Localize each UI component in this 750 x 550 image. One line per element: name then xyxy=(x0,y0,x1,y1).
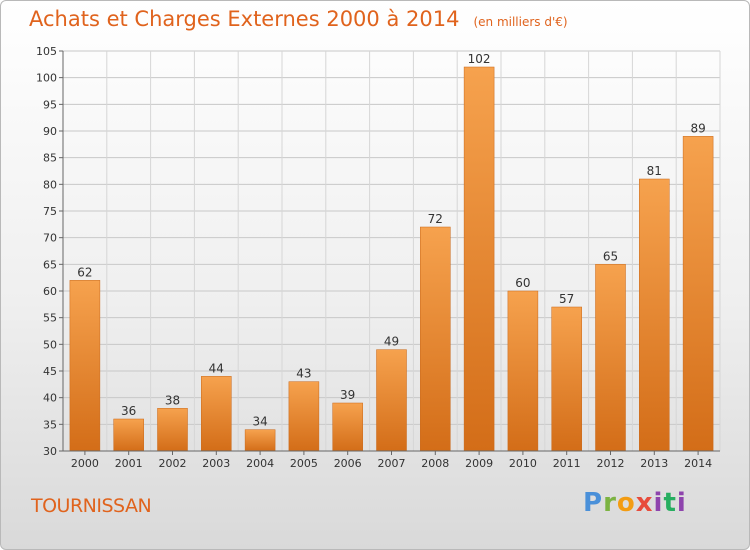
x-tick-label: 2004 xyxy=(246,457,274,470)
x-tick-label: 2009 xyxy=(465,457,493,470)
bar xyxy=(551,306,582,452)
y-tick-label: 85 xyxy=(43,152,57,165)
y-tick-label: 90 xyxy=(43,125,57,138)
x-tick-label: 2002 xyxy=(159,457,187,470)
title-text: Achats et Charges Externes 2000 à 2014 xyxy=(29,7,460,31)
bar xyxy=(420,226,451,452)
x-tick-label: 2011 xyxy=(553,457,581,470)
y-tick-label: 65 xyxy=(43,258,57,271)
x-tick-label: 2007 xyxy=(378,457,406,470)
bar xyxy=(244,429,276,452)
bar xyxy=(376,349,407,452)
bar xyxy=(332,402,363,452)
y-tick-label: 95 xyxy=(43,98,57,111)
data-label: 43 xyxy=(296,367,311,381)
place-name: TOURNISSAN xyxy=(31,495,152,517)
bar xyxy=(595,264,626,452)
data-label: 81 xyxy=(647,164,662,178)
bar xyxy=(288,381,320,452)
bar xyxy=(113,418,144,452)
x-tick-label: 2006 xyxy=(334,457,362,470)
data-label: 65 xyxy=(603,249,618,263)
data-label: 38 xyxy=(165,393,180,407)
data-label: 72 xyxy=(428,212,443,226)
x-tick-label: 2013 xyxy=(640,457,668,470)
bar xyxy=(201,376,232,452)
y-tick-label: 30 xyxy=(43,445,57,458)
y-tick-label: 100 xyxy=(36,72,57,85)
y-tick-label: 80 xyxy=(43,178,57,191)
proxiti-logo: Proxiti xyxy=(583,488,687,518)
y-tick-label: 60 xyxy=(43,285,57,298)
bar xyxy=(639,178,670,452)
x-tick-label: 2003 xyxy=(202,457,230,470)
y-tick-label: 50 xyxy=(43,338,57,351)
y-tick-label: 45 xyxy=(43,365,57,378)
bar xyxy=(69,280,101,452)
x-tick-label: 2010 xyxy=(509,457,537,470)
x-tick-label: 2008 xyxy=(421,457,449,470)
data-label: 34 xyxy=(252,415,267,429)
data-label: 102 xyxy=(468,52,491,66)
data-label: 89 xyxy=(690,121,705,135)
chart-title: Achats et Charges Externes 2000 à 2014 (e… xyxy=(29,7,568,31)
data-label: 49 xyxy=(384,335,399,349)
bar xyxy=(682,136,714,452)
y-tick-label: 75 xyxy=(43,205,57,218)
y-tick-label: 40 xyxy=(43,392,57,405)
bar xyxy=(157,408,188,452)
x-tick-label: 2001 xyxy=(115,457,143,470)
bar xyxy=(507,290,539,452)
y-tick-label: 55 xyxy=(43,312,57,325)
data-label: 44 xyxy=(209,361,224,375)
data-label: 57 xyxy=(559,292,574,306)
data-label: 62 xyxy=(77,265,92,279)
data-label: 39 xyxy=(340,388,355,402)
y-tick-label: 70 xyxy=(43,232,57,245)
x-tick-label: 2000 xyxy=(71,457,99,470)
bar xyxy=(463,66,495,452)
data-label: 60 xyxy=(515,276,530,290)
x-tick-label: 2005 xyxy=(290,457,318,470)
y-tick-label: 35 xyxy=(43,418,57,431)
x-tick-label: 2014 xyxy=(684,457,712,470)
y-tick-label: 105 xyxy=(36,45,57,58)
data-label: 36 xyxy=(121,404,136,418)
unit-text: (en milliers d'€) xyxy=(473,15,568,29)
x-tick-label: 2012 xyxy=(597,457,625,470)
